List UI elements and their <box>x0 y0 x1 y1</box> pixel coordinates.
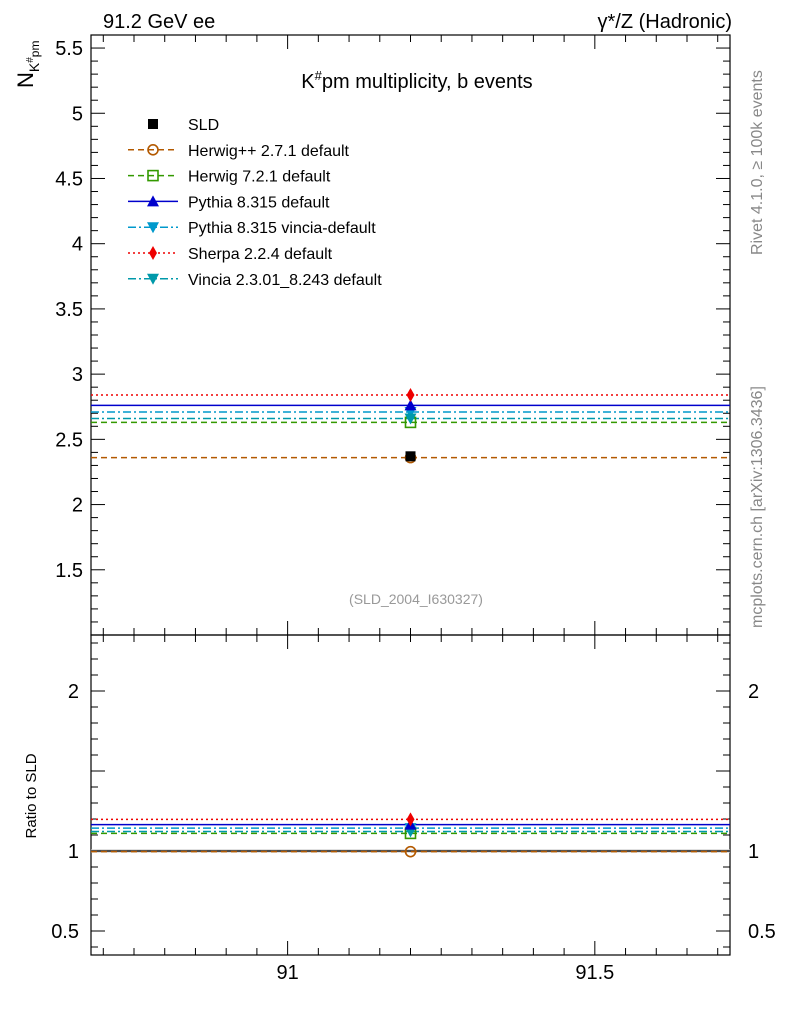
main-y-axis-label: NK#pm <box>13 41 42 88</box>
x-tick-label: 91.5 <box>575 962 614 984</box>
ratio-y-tick-label-right: 1 <box>748 841 759 863</box>
ratio-y-tick-label-right: 0.5 <box>748 921 776 943</box>
ratio-series-lines <box>91 818 730 853</box>
main-point-sld <box>405 451 416 462</box>
ratio-y-tick-label-left: 1 <box>68 841 79 863</box>
main-plot-frame <box>90 34 731 636</box>
ratio-point-sherpa-2-2-4-default <box>406 812 415 827</box>
legend-marker-pythia-8-315-vincia-default <box>147 222 159 234</box>
plot-title: K#pm multiplicity, b events <box>301 68 532 93</box>
ratio-y-tick-label-left: 0.5 <box>51 921 79 943</box>
analysis-id-label: (SLD_2004_I630327) <box>349 591 483 607</box>
ratio-y-axis-label: Ratio to SLD <box>23 753 40 838</box>
header-right: γ*/Z (Hadronic) <box>598 11 732 33</box>
legend-marker-sherpa-2-2-4-default <box>149 246 157 260</box>
ratio-point-herwig-2-7-1-default <box>404 845 417 858</box>
ratio-series-markers <box>404 812 417 858</box>
ratio-axis-ticks: 0.5 0.5 1 1 2 2 91 91.5 <box>51 635 776 984</box>
main-y-tick-label: 3 <box>72 364 83 386</box>
main-y-tick-label: 2 <box>72 495 83 517</box>
ratio-y-tick-label-left: 2 <box>68 681 79 703</box>
legend-marker-herwig-2-7-1-default <box>147 144 159 156</box>
legend-label-vincia-2-3-01-8-243-default: Vincia 2.3.01_8.243 default <box>188 272 382 289</box>
legend-marker-vincia-2-3-01-8-243-default <box>147 273 159 285</box>
main-axis-ticks: 1.5 2 2.5 3 3.5 4 4.5 5 5.5 <box>55 34 730 635</box>
legend: SLD Herwig++ 2.7.1 default Herwig 7.2.1 de… <box>128 117 382 289</box>
main-y-tick-label: 1.5 <box>55 560 83 582</box>
main-point-pythia-8-315-default <box>404 399 417 411</box>
main-y-tick-label: 2.5 <box>55 429 83 451</box>
legend-marker-pythia-8-315-default <box>147 195 159 207</box>
legend-label-pythia-8-315-default: Pythia 8.315 default <box>188 194 330 211</box>
main-y-tick-label: 4 <box>72 234 83 256</box>
legend-label-herwig-7-2-1-default: Herwig 7.2.1 default <box>188 169 331 186</box>
legend-marker-sld <box>148 119 158 129</box>
legend-label-herwig-2-7-1-default: Herwig++ 2.7.1 default <box>188 143 350 160</box>
rivet-version-label: Rivet 4.1.0, ≥ 100k events <box>749 70 766 255</box>
legend-label-sld: SLD <box>188 117 219 134</box>
x-tick-label: 91 <box>276 962 298 984</box>
main-y-tick-label: 5.5 <box>55 38 83 60</box>
main-point-vincia-2-3-01-8-243-default <box>404 413 417 425</box>
mcplots-label: mcplots.cern.ch [arXiv:1306.3436] <box>749 386 766 628</box>
legend-marker-herwig-7-2-1-default <box>147 169 159 182</box>
legend-label-sherpa-2-2-4-default: Sherpa 2.2.4 default <box>188 246 333 263</box>
ratio-plot-frame <box>90 634 731 956</box>
header-left: 91.2 GeV ee <box>103 11 215 33</box>
main-y-tick-label: 4.5 <box>55 168 83 190</box>
main-point-sherpa-2-2-4-default <box>406 388 415 402</box>
ratio-y-tick-label-right: 2 <box>748 681 759 703</box>
main-y-tick-label: 5 <box>72 103 83 125</box>
main-y-tick-label: 3.5 <box>55 299 83 321</box>
legend-label-pythia-8-315-vincia-default: Pythia 8.315 vincia-default <box>188 220 376 237</box>
main-series-markers <box>404 388 417 464</box>
